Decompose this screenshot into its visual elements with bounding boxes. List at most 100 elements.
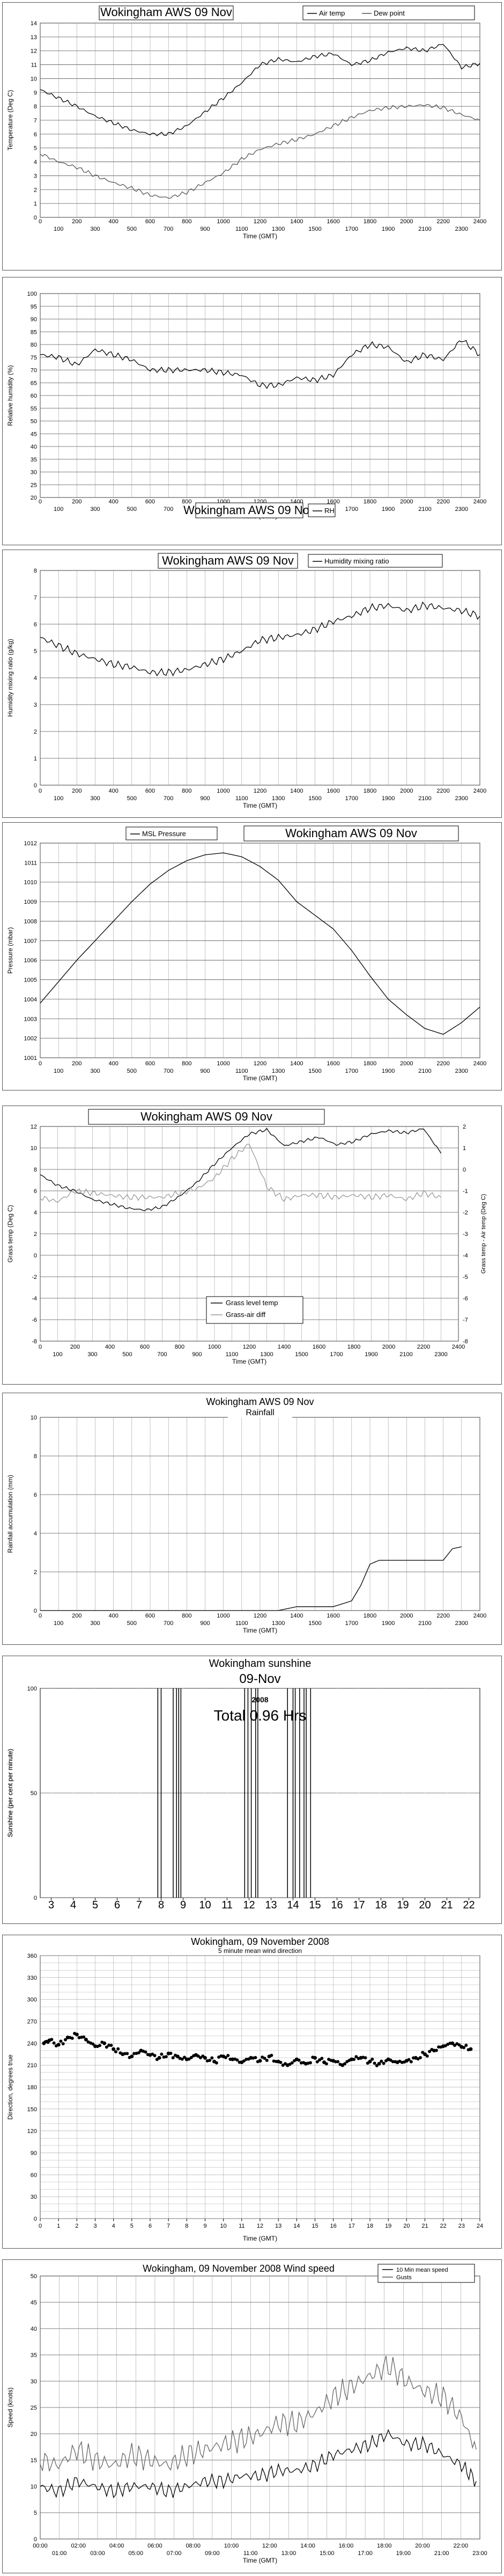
sunshine-chart: 0 50 100 3 4 5 6 7 8 9 10 11 12 13 14 15 16 17 18 19 20 21 22 S… — [2, 1656, 502, 1924]
chart-title: Wokingham AWS 09 Nov — [140, 1110, 272, 1123]
wind-direction-point — [324, 2062, 328, 2066]
wind-direction-point — [352, 2058, 356, 2061]
x-tick-label: 5 — [130, 2223, 134, 2229]
y-tick-label: 60 — [31, 2172, 37, 2178]
y-tick-label: 1007 — [24, 938, 37, 945]
y-tick-label: 0 — [34, 1253, 37, 1259]
x-tick-label: 13:00 — [281, 2550, 297, 2557]
x-tick-label: 0 — [39, 218, 42, 225]
y-tick-label: 8 — [34, 568, 37, 574]
series-line-0 — [40, 340, 480, 389]
wind-direction-point — [210, 2056, 214, 2060]
x-tick-label: 1500 — [295, 1351, 308, 1358]
x-tick-label: 06:00 — [147, 2543, 162, 2549]
x-tick-label: 500 — [127, 1068, 137, 1074]
x-tick-label: 2000 — [400, 499, 413, 505]
x-tick-label: 2100 — [399, 1351, 412, 1358]
y-tick-label: 1004 — [24, 997, 37, 1003]
wind-direction-point — [175, 2054, 180, 2059]
wind-direction-point — [125, 2052, 129, 2055]
wind-direction-point — [208, 2059, 212, 2062]
wind-direction-point — [157, 2056, 161, 2060]
x-tick-label: 100 — [53, 1351, 62, 1358]
x-axis-label: Time (GMT) — [243, 802, 277, 809]
y-tick-label: 270 — [27, 2019, 37, 2025]
x-tick-label: 1000 — [217, 1060, 229, 1067]
wind-direction-point — [407, 2058, 411, 2061]
y-tick-label: 1009 — [24, 899, 37, 905]
x-tick-label: 4 — [112, 2223, 115, 2229]
x-tick-label: 6 — [149, 2223, 152, 2229]
x-tick-label: 20 — [419, 1899, 431, 1911]
x-tick-label: 1800 — [364, 499, 376, 505]
wind-direction-point — [450, 2041, 455, 2045]
wind-direction-point — [160, 2052, 164, 2056]
x-axis-label: Time (GMT) — [243, 2235, 277, 2242]
x-tick-label: 15 — [309, 1899, 321, 1911]
x-tick-label: 100 — [54, 1620, 63, 1627]
y-axis-label: Grass temp (Deg C) — [6, 1205, 14, 1262]
x-tick-label: 700 — [164, 506, 173, 513]
x-tick-label: 2200 — [436, 1060, 449, 1067]
x-tick-label: 2400 — [473, 1613, 486, 1619]
x-tick-label: 600 — [145, 1613, 155, 1619]
x-tick-label: 07:00 — [167, 2550, 182, 2557]
y-tick-label: 40 — [31, 2326, 37, 2332]
y-tick-label: 35 — [31, 457, 37, 463]
x-tick-label: 1600 — [327, 218, 339, 225]
x-tick-label: 10:00 — [224, 2543, 239, 2549]
x-tick-label: 800 — [175, 1344, 184, 1350]
x-tick-label: 21 — [421, 2223, 428, 2229]
wind-direction-point — [373, 2061, 376, 2065]
x-tick-label: 900 — [200, 1620, 210, 1627]
x-tick-label: 2200 — [436, 788, 449, 794]
chart-title: Wokingham sunshine — [209, 1658, 312, 1670]
wind-direction-point — [364, 2056, 367, 2060]
x-tick-label: 2400 — [452, 1344, 465, 1350]
x-tick-label: 0 — [39, 1060, 42, 1067]
wind-direction-point — [52, 2041, 56, 2045]
x-tick-label: 1100 — [235, 1620, 248, 1627]
x-tick-label: 13 — [265, 1899, 277, 1911]
x-tick-label: 400 — [105, 1344, 115, 1350]
x-tick-label: 11:00 — [243, 2550, 258, 2557]
y-axis-label: Pressure (mbar) — [6, 927, 14, 974]
x-tick-label: 800 — [182, 788, 191, 794]
chart-title: Wokingham AWS 09 Nov — [162, 554, 294, 567]
y-tick-label: 25 — [31, 2405, 37, 2411]
x-tick-label: 12 — [257, 2223, 263, 2229]
x-axis-label: Time (GMT) — [243, 2557, 277, 2564]
y-tick-label: 7 — [34, 118, 37, 124]
series-line-0 — [40, 1546, 462, 1611]
series-line-0 — [40, 2429, 477, 2499]
wind-direction-point — [254, 2056, 257, 2060]
x-tick-label: 16 — [331, 1899, 343, 1911]
y-tick-label: 1 — [34, 201, 37, 207]
x-tick-label: 1400 — [290, 788, 303, 794]
x-tick-label: 0 — [39, 499, 42, 505]
y-tick-label: 1001 — [24, 1055, 37, 1062]
x-tick-label: 1200 — [254, 788, 266, 794]
x-tick-label: 1900 — [382, 1068, 395, 1074]
y-tick-label: 20 — [31, 495, 37, 501]
x-tick-label: 0 — [39, 788, 42, 794]
y-tick-label: 60 — [31, 393, 37, 399]
wind-direction-point — [164, 2055, 168, 2059]
x-tick-label: 1800 — [347, 1344, 360, 1350]
chart-subtitle: 09-Nov — [239, 1672, 280, 1686]
legend-box — [377, 2264, 475, 2283]
legend-label: Air temp — [319, 9, 345, 17]
x-tick-label: 1600 — [327, 788, 339, 794]
x-tick-label: 300 — [90, 795, 100, 802]
x-tick-label: 500 — [122, 1351, 132, 1358]
x-tick-label: 05:00 — [128, 2550, 143, 2557]
x-tick-label: 2300 — [455, 506, 468, 513]
title-box — [158, 553, 298, 569]
wind-direction-point — [428, 2050, 432, 2053]
wind-direction-point — [114, 2050, 117, 2054]
x-tick-label: 1800 — [364, 218, 376, 225]
x-tick-label: 18 — [367, 2223, 373, 2229]
series-line-1 — [40, 2355, 477, 2472]
y-tick-label: 3 — [34, 702, 37, 708]
x-tick-label: 200 — [70, 1344, 80, 1350]
